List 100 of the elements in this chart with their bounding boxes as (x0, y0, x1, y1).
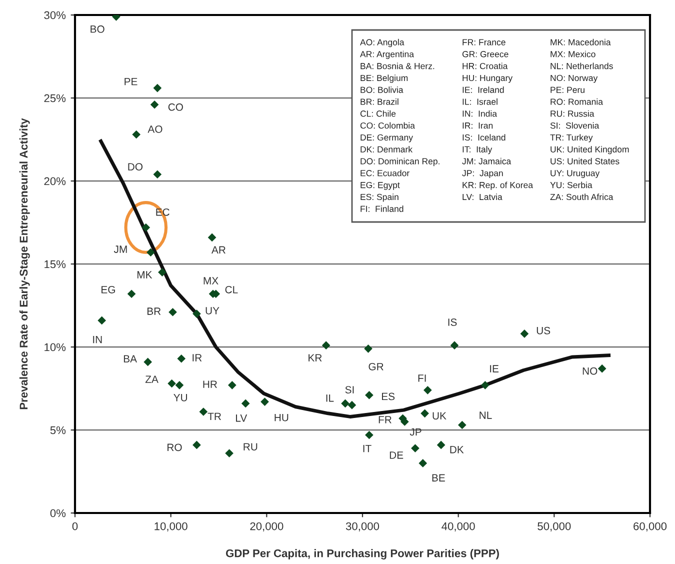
point (365, 430, 374, 440)
point (228, 381, 236, 390)
annotation: JM: Jamaica (462, 158, 512, 164)
point (153, 170, 162, 179)
y-tick-label: 10% (44, 343, 66, 352)
series-label: MX (204, 277, 218, 284)
point (458, 420, 466, 430)
annotation: US: United States (550, 158, 620, 164)
x-tick-label: 0 (72, 522, 78, 530)
annotation: MX: Mexico (550, 50, 596, 58)
annotation: BR: Brazil (360, 98, 398, 105)
annotation: DE: Germany (360, 134, 413, 142)
point (348, 400, 356, 410)
point (192, 310, 201, 318)
point (150, 100, 159, 109)
series-label: RU (244, 443, 258, 450)
annotation: IT: Italy (462, 146, 492, 154)
point (418, 459, 428, 468)
point (241, 399, 250, 408)
point (175, 381, 184, 390)
point (192, 440, 201, 450)
annotation: IN: India (462, 110, 498, 117)
series-label: DO (128, 163, 143, 170)
series-label: EG (102, 286, 115, 294)
y-tick-label: 30% (44, 11, 66, 20)
annotation: ES: Spain (360, 194, 398, 202)
point (168, 379, 176, 388)
annotation: CO: Colombia (360, 122, 415, 129)
annotation: YU: Serbia (550, 182, 592, 188)
annotation: IE: Ireland (462, 86, 504, 93)
point (364, 344, 372, 353)
series-label: NL (480, 412, 492, 419)
point (168, 308, 177, 316)
series-label: IR (192, 354, 202, 362)
point (199, 408, 208, 416)
y-tick-label: 15% (44, 260, 66, 268)
annotation: MK: Macedonia (550, 38, 611, 46)
point (153, 84, 162, 92)
series-label: PE (124, 78, 138, 86)
annotation: AO: Angola (360, 38, 404, 48)
y-axis-title: Prevalence Rate of Early-Stage Entrepreneurial Activity (19, 118, 30, 410)
series-label: BA (124, 355, 137, 362)
series-label: IT (363, 444, 372, 452)
y-tick-label: 20% (44, 177, 66, 186)
series-label: IN (93, 336, 102, 344)
point (436, 440, 446, 450)
y-tick-label: 0% (50, 509, 66, 518)
series-label: ES (382, 392, 395, 400)
point (225, 449, 234, 458)
annotation: EC: Ecuador (360, 170, 410, 176)
annotation: DO: Dominican Rep. (360, 158, 440, 166)
annotation: BA: Bosnia & Herz. (360, 62, 434, 70)
annotation: BE: Belgium (360, 74, 408, 83)
series-label: MK (137, 271, 152, 278)
annotation: UK: United Kingdom (550, 146, 629, 154)
series-label: ZA (145, 376, 158, 383)
annotation: UY: Uruguay (550, 170, 600, 178)
point (144, 358, 152, 366)
point (520, 330, 529, 338)
series-label: FI (418, 374, 426, 382)
x-tick-label: 30,000 (346, 522, 380, 532)
point (450, 341, 459, 350)
annotation: IR: Iran (462, 122, 493, 129)
x-tick-label: 60,000 (634, 522, 667, 532)
point (322, 341, 330, 350)
series-label: BR (147, 308, 161, 315)
annotation: PE: Peru (550, 86, 584, 93)
annotation: GR: Greece (462, 51, 508, 58)
series-label: AR (211, 246, 226, 254)
annotation: HU: Hungary (462, 74, 513, 83)
series-label: IL (326, 394, 334, 402)
point (420, 409, 429, 418)
x-axis-title: GDP Per Capita, in Purchasing Power Parities (PPP) (226, 549, 499, 560)
series-label: CO (168, 103, 183, 111)
point (132, 130, 140, 139)
series-label: FR (378, 416, 392, 424)
annotation: LV: Latvia (462, 194, 502, 200)
series-label: KR (308, 354, 322, 362)
series-label: JM (114, 246, 127, 253)
point (365, 390, 374, 400)
point (598, 364, 606, 373)
annotation: NO: Norway (550, 74, 598, 83)
annotation: BO: Bolivia (360, 86, 404, 93)
point (98, 316, 106, 325)
point (142, 223, 150, 232)
annotation: CL: Chile (360, 110, 396, 117)
annotation: JP: Japan (462, 170, 503, 178)
annotation: AR: Argentina (360, 50, 414, 59)
annotation: HR: Croatia (462, 62, 508, 70)
point (208, 233, 216, 242)
series-label: BE (432, 474, 445, 482)
annotation: EG: Egypt (360, 182, 400, 190)
x-tick-label: 40,000 (442, 522, 475, 532)
point (260, 398, 269, 406)
annotation: IS: Iceland (462, 134, 506, 141)
annotation: KR: Rep. of Korea (462, 182, 534, 190)
series-label: CL (225, 286, 238, 294)
series-label: DK (450, 446, 464, 454)
series-label: NO (582, 367, 598, 375)
annotation: NL: Netherlands (550, 62, 613, 70)
